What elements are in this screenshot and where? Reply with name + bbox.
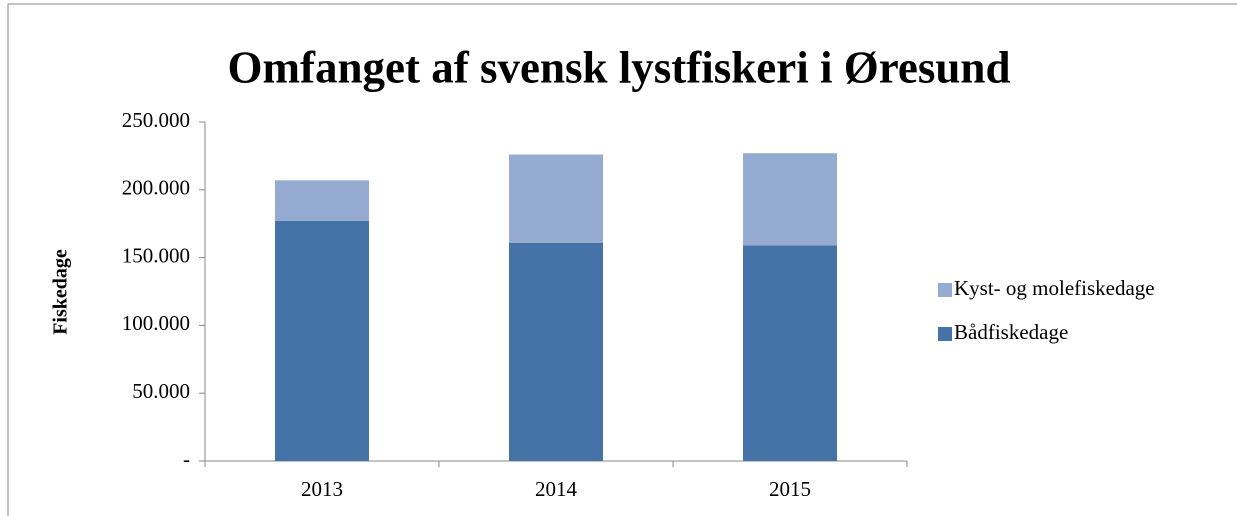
x-tick-label: 2014 bbox=[535, 477, 578, 501]
y-tick-label: 250.000 bbox=[122, 108, 190, 132]
x-tick-label: 2015 bbox=[769, 477, 811, 501]
y-tick-label: 100.000 bbox=[122, 311, 190, 335]
y-tick-label: 200.000 bbox=[122, 176, 190, 200]
bar-segment bbox=[743, 245, 837, 461]
y-tick-label: - bbox=[183, 447, 190, 471]
legend-label: Kyst- og molefiskedage bbox=[954, 276, 1155, 300]
bar-segment bbox=[509, 242, 603, 461]
bar-segment bbox=[275, 180, 369, 221]
legend-swatch bbox=[938, 327, 952, 341]
bar-segment bbox=[509, 154, 603, 243]
bar-segment bbox=[743, 153, 837, 246]
legend-swatch bbox=[938, 283, 952, 297]
y-tick-label: 50.000 bbox=[132, 379, 190, 403]
bar-segment bbox=[275, 220, 369, 461]
legend-label: Bådfiskedage bbox=[954, 320, 1068, 344]
y-axis-title: Fiskedage bbox=[50, 249, 72, 335]
x-tick-label: 2013 bbox=[301, 477, 343, 501]
chart-frame bbox=[7, 3, 1237, 516]
y-tick-label: 150.000 bbox=[122, 243, 190, 267]
chart-title: Omfanget af svensk lystfiskeri i Øresund bbox=[228, 42, 1011, 92]
